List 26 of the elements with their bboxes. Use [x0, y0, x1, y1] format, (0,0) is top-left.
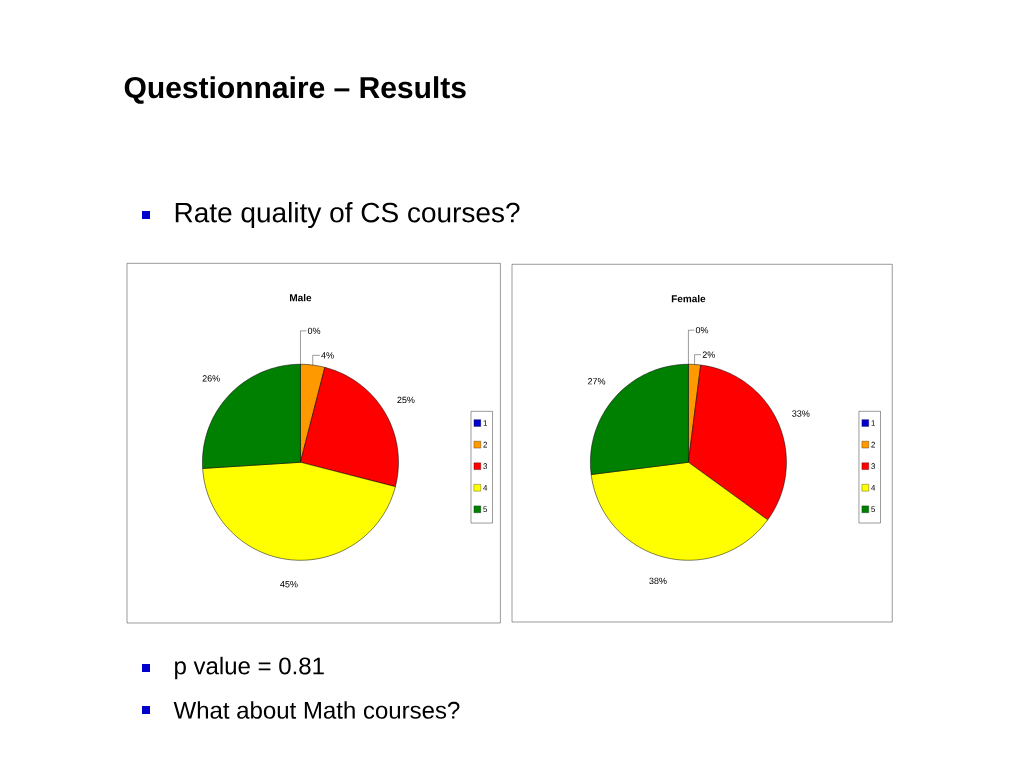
data-label: 25%: [397, 396, 415, 404]
legend-label: 3: [483, 463, 488, 470]
legend-label: 3: [871, 463, 876, 470]
data-label: 2%: [702, 351, 715, 358]
data-label: 45%: [280, 581, 298, 588]
legend-label: 1: [483, 420, 488, 426]
data-label: 27%: [587, 378, 606, 385]
text: p value = 0.81: [175, 656, 324, 680]
data-label: 4%: [321, 352, 334, 359]
data-label: 33%: [792, 410, 810, 417]
text: 0%: [695, 326, 709, 334]
chart-title: Female: [671, 294, 706, 303]
legend-label: 4: [871, 484, 876, 491]
text: 0%: [307, 327, 321, 335]
text: Questionnaire – Results: [124, 76, 466, 104]
legend-label: 1: [871, 420, 875, 426]
legend-label: 2: [871, 441, 875, 448]
chart-title: Male: [290, 293, 312, 302]
data-label: 26%: [202, 375, 220, 382]
legend-label: 5: [483, 506, 488, 513]
legend-label: 2: [483, 441, 488, 448]
text: What about Math courses?: [173, 701, 460, 719]
data-label: 38%: [649, 577, 667, 585]
legend-label: 4: [483, 485, 488, 491]
text: Rate quality of CS courses?: [175, 201, 520, 229]
legend-label: 5: [871, 506, 876, 513]
